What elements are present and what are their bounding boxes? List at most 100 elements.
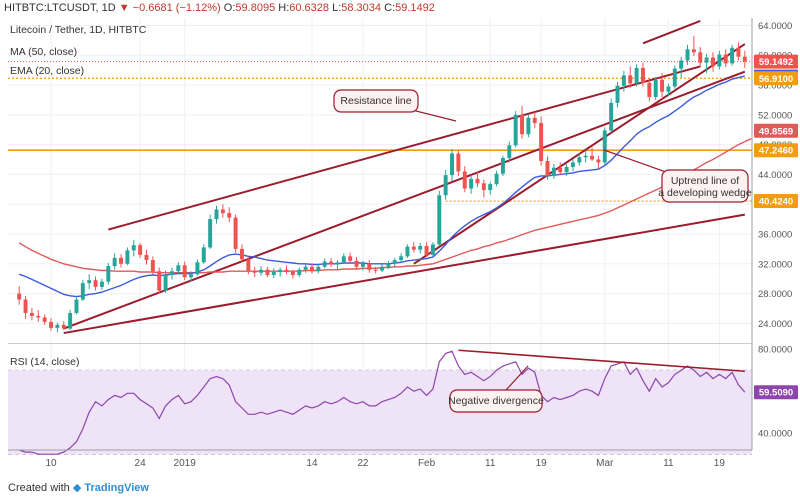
candle (672, 65, 677, 89)
candle-body (653, 79, 658, 97)
candle (545, 156, 550, 180)
time-tick-label: 19 (536, 458, 548, 469)
candle-body (615, 85, 620, 103)
candle-body (252, 271, 257, 273)
candle-body (570, 162, 575, 167)
candle (475, 171, 480, 188)
candle (227, 207, 232, 223)
candle (220, 204, 225, 218)
candle-body (583, 155, 588, 158)
candle (660, 73, 665, 97)
candle-body (634, 67, 639, 84)
candle-body (93, 280, 98, 287)
candle (195, 259, 200, 276)
candle (201, 244, 206, 264)
candle-body (99, 281, 104, 287)
candle (36, 309, 41, 322)
candle-body (125, 250, 130, 264)
rsi-legend: RSI (14, close) (10, 356, 80, 368)
candle-body (278, 269, 283, 272)
candle (348, 252, 353, 264)
callout-text: Resistance line (340, 95, 411, 107)
candle-body (564, 166, 569, 173)
candle-body (513, 114, 518, 146)
candle (494, 170, 499, 187)
candle (520, 105, 525, 139)
candle (290, 269, 295, 279)
price-label-text: 56.9100 (759, 74, 793, 85)
candle (405, 244, 410, 258)
candle-body (596, 159, 601, 163)
candle-body (335, 262, 340, 265)
candle (354, 257, 359, 270)
candle-body (666, 86, 671, 92)
candle-body (119, 257, 123, 264)
candle (68, 309, 73, 331)
candle-body (163, 274, 168, 291)
candle-body (507, 145, 512, 159)
candle-body (399, 256, 404, 261)
ohlc-c-key: C: (384, 2, 396, 14)
candle (138, 242, 143, 258)
rsi-divergence-line (458, 349, 745, 373)
price-label-text: 47.2460 (759, 146, 793, 157)
candle (609, 98, 614, 133)
ohlc-o-value: 59.8095 (235, 2, 276, 14)
candle (278, 267, 283, 277)
candle-body (660, 79, 665, 92)
candle-body (590, 155, 595, 160)
candle (590, 147, 595, 162)
candle (150, 256, 155, 275)
candle (570, 159, 575, 172)
candle-body (49, 321, 53, 328)
candle-body (723, 54, 728, 64)
candle (99, 278, 104, 290)
candle (310, 263, 314, 274)
candle (176, 262, 181, 275)
candle (189, 271, 194, 282)
candle (430, 242, 435, 257)
candle (341, 253, 346, 264)
candle-body (201, 247, 206, 263)
candle-body (558, 167, 563, 173)
price-tick-label: 32.0000 (758, 259, 792, 270)
candle-body (698, 52, 703, 63)
candle-body (214, 209, 219, 220)
price-label-box (754, 54, 798, 69)
candle (532, 111, 537, 129)
candle-body (742, 56, 747, 62)
candle (450, 149, 454, 182)
candle (691, 35, 696, 56)
candle-body (730, 47, 735, 64)
candle (360, 260, 365, 271)
time-tick-label: 10 (45, 458, 57, 469)
candle (577, 153, 582, 166)
rsi-lines (19, 349, 746, 455)
candle (558, 162, 563, 176)
ohlc-c-value: 59.1492 (395, 2, 435, 14)
time-tick-label: 11 (663, 458, 674, 469)
candle-body (182, 265, 187, 278)
candle (42, 314, 47, 325)
candle (144, 249, 149, 265)
candle-body (36, 315, 41, 318)
candle (443, 169, 448, 200)
callout-box (333, 89, 419, 113)
rsi-band (8, 370, 752, 455)
candle-body (61, 324, 66, 329)
candle (621, 70, 626, 92)
candle (233, 214, 238, 253)
candle (469, 175, 474, 194)
candle-body (233, 217, 238, 249)
candle (157, 267, 162, 294)
candle-body (259, 269, 264, 273)
candle-body (68, 312, 73, 329)
candle (462, 166, 467, 193)
price-label-box (754, 194, 798, 209)
rsi-label-text: 59.5090 (759, 388, 793, 399)
candle (392, 257, 397, 268)
time-tick-label: 2019 (174, 458, 197, 469)
time-tick-label: Mar (596, 458, 614, 469)
candle (329, 257, 334, 267)
candle-body (628, 75, 633, 84)
